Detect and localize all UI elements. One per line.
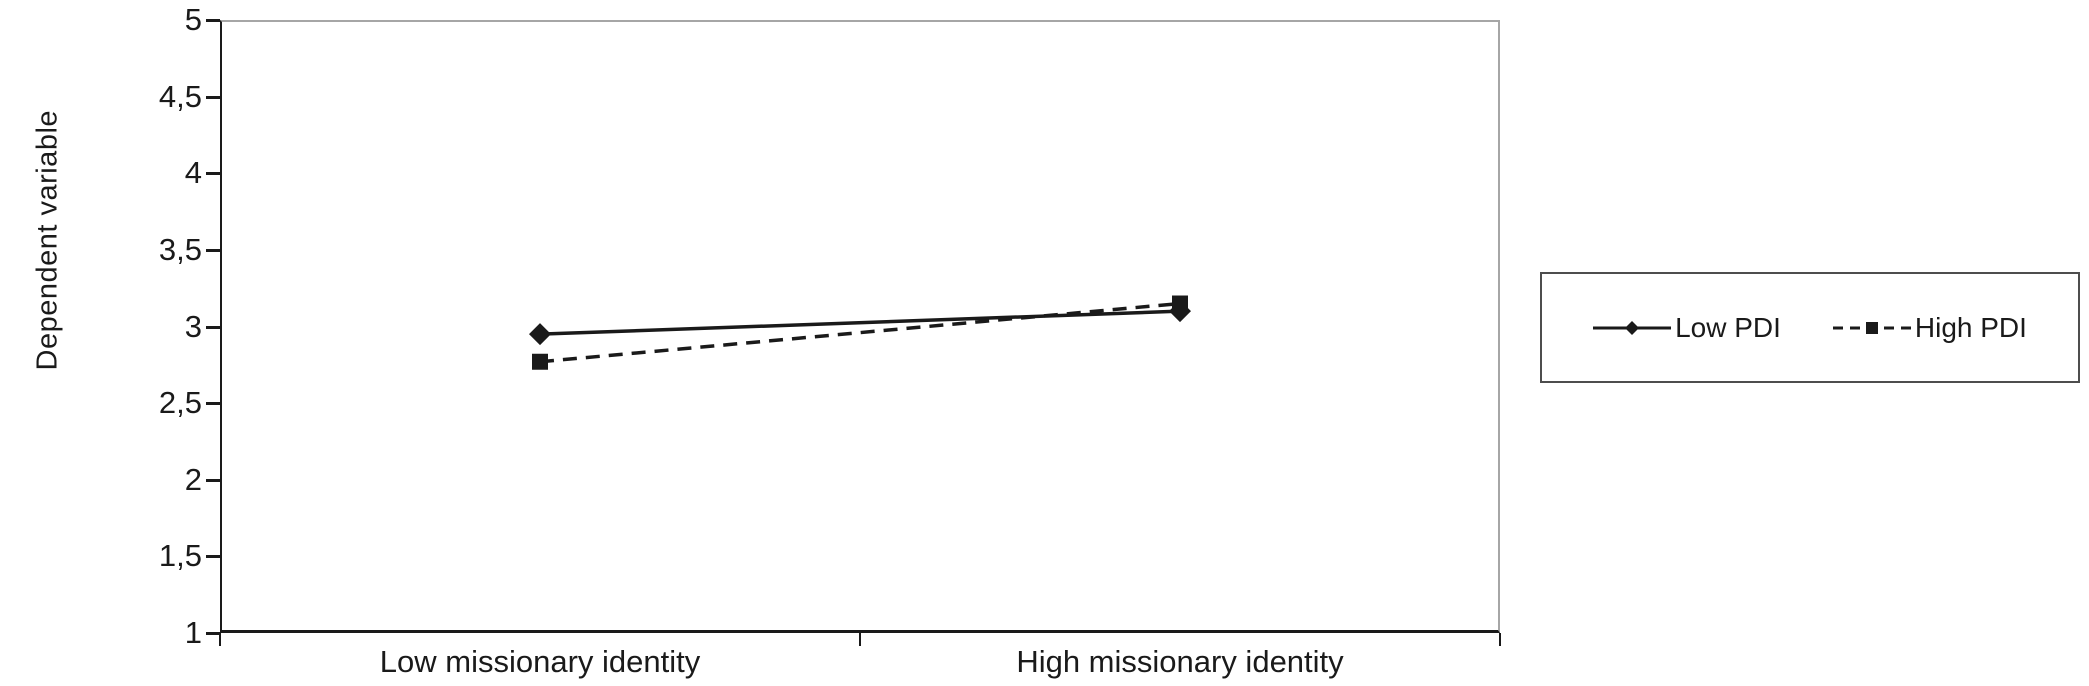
legend-swatch bbox=[1593, 320, 1672, 335]
legend-label: High PDI bbox=[1914, 311, 2027, 343]
y-tick-mark bbox=[206, 632, 220, 635]
y-tick-label: 5 bbox=[184, 2, 202, 37]
x-tick-label-low: Low missionary identity bbox=[379, 644, 701, 679]
y-tick-label: 3,5 bbox=[158, 231, 202, 267]
square-marker bbox=[1865, 321, 1878, 334]
legend-label: Low PDI bbox=[1675, 311, 1781, 343]
data-series-canvas bbox=[529, 295, 1191, 370]
legend-item-high-pdi: High PDI bbox=[1832, 311, 2027, 344]
legend: Low PDI High PDI bbox=[1540, 272, 2080, 383]
x-tick-mark bbox=[219, 633, 221, 646]
series-line-high-pdi bbox=[539, 301, 1181, 364]
y-tick-mark bbox=[206, 555, 220, 559]
y-tick-mark bbox=[206, 325, 220, 329]
plot-area bbox=[220, 20, 1500, 633]
y-tick-label: 1,5 bbox=[158, 538, 202, 574]
y-tick-label: 4 bbox=[184, 155, 202, 191]
legend-swatch bbox=[1832, 321, 1911, 334]
square-marker bbox=[1172, 295, 1188, 312]
legend-item-low-pdi: Low PDI bbox=[1593, 312, 1781, 344]
y-tick-label: 2 bbox=[184, 461, 202, 497]
y-tick-mark bbox=[206, 172, 220, 176]
diamond-marker bbox=[1625, 320, 1640, 335]
y-tick-mark bbox=[206, 402, 220, 406]
y-tick-label: 1 bbox=[184, 615, 202, 650]
y-tick-mark bbox=[206, 95, 220, 99]
series-line-low-pdi bbox=[539, 309, 1181, 336]
y-tick-mark bbox=[206, 19, 220, 22]
diamond-marker bbox=[529, 323, 551, 346]
y-tick-mark bbox=[206, 248, 220, 252]
x-tick-mark bbox=[1499, 633, 1501, 646]
y-tick-mark bbox=[206, 478, 220, 482]
x-tick-label-high: High missionary identity bbox=[1016, 644, 1344, 679]
y-tick-label: 2,5 bbox=[158, 385, 202, 421]
y-tick-label: 3 bbox=[184, 308, 202, 344]
y-tick-label: 4,5 bbox=[158, 78, 202, 114]
x-tick-mark bbox=[859, 633, 861, 646]
square-marker bbox=[532, 353, 548, 370]
